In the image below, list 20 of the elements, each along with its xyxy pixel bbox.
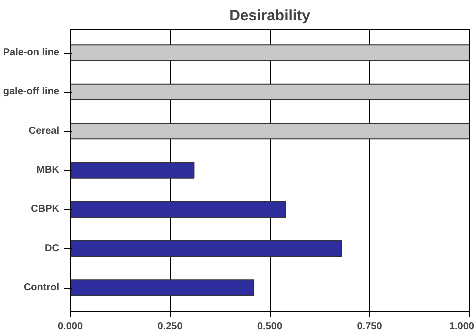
bar: [70, 240, 342, 258]
y-tick-label: DC: [45, 243, 60, 254]
y-tick-label: gale-off line: [3, 86, 60, 98]
y-tick-label: MBK: [36, 165, 60, 176]
y-tick-label: Cereal: [28, 126, 60, 137]
bar: [70, 162, 195, 179]
x-tick-label: 0.000: [58, 322, 84, 332]
x-tick-label: 0.250: [158, 322, 184, 332]
x-tick-label: 0.500: [257, 322, 283, 332]
bar: [70, 123, 470, 140]
bar: [70, 84, 470, 100]
bar: [70, 280, 255, 296]
x-tick-label: 1.000: [449, 322, 474, 332]
bar: [70, 44, 470, 62]
bar: [70, 201, 286, 218]
x-tick-label: 0.750: [357, 322, 383, 332]
y-tick-label: Pale-on line: [3, 48, 60, 58]
y-tick-label: CBPK: [31, 204, 60, 216]
y-tick-label: Control: [24, 282, 60, 294]
chart-title: Desirability: [230, 8, 312, 24]
